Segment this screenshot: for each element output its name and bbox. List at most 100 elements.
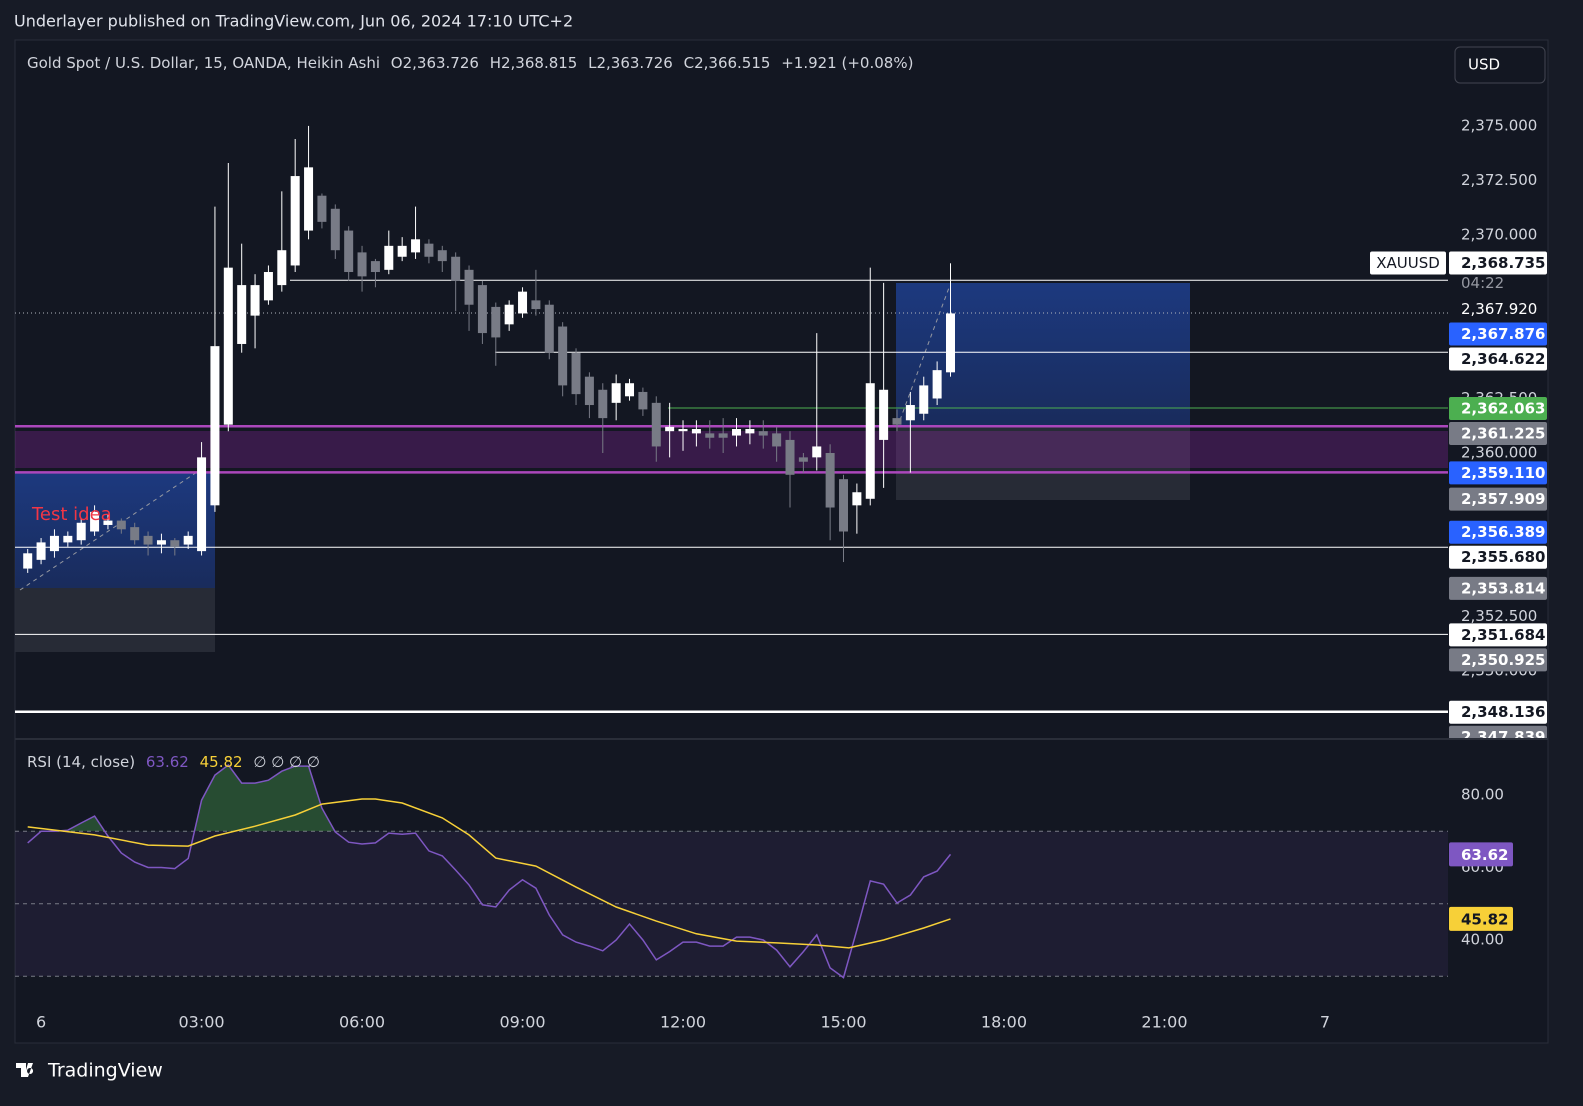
price-label-bg (1449, 700, 1547, 724)
y-tick-label: 2,352.500 (1461, 607, 1537, 625)
candle-body (705, 433, 715, 438)
candle-body (49, 535, 59, 552)
candle-body (825, 452, 835, 508)
candle-body (23, 553, 33, 569)
candle-body (665, 426, 675, 432)
candle-body (290, 176, 300, 266)
price-label: 2,348.136 (1461, 703, 1545, 721)
rsi-value: 63.62 (146, 753, 189, 771)
candle-body (464, 269, 474, 305)
annotation: Test idea (31, 504, 112, 525)
candle-body (625, 383, 635, 397)
rsi-label-bg (1449, 906, 1513, 931)
x-tick-label: 7 (1320, 1013, 1330, 1032)
rsi-label: 45.82 (1461, 910, 1508, 928)
rsi-ma-value: 45.82 (200, 753, 243, 771)
price-label-bg (1449, 545, 1547, 569)
candle-body (183, 535, 193, 545)
price-label-bg (1449, 648, 1547, 672)
candle-body (304, 167, 314, 231)
candle-body (651, 402, 661, 447)
candle-body (691, 429, 701, 434)
candle-body (397, 245, 407, 257)
rsi-line (27, 763, 952, 979)
x-tick-label: 03:00 (179, 1013, 225, 1032)
candle-body (130, 527, 140, 541)
candle-body (36, 542, 46, 560)
price-label: 2,350.925 (1461, 651, 1545, 669)
price-label-bg (1449, 461, 1547, 485)
rsi-extra: ∅ ∅ ∅ ∅ (253, 753, 320, 771)
rsi-legend: RSI (14, close) 63.62 45.82 ∅ ∅ ∅ ∅ (27, 753, 320, 771)
candle-body (518, 291, 528, 314)
long-position-profit (15, 473, 215, 588)
price-label: 2,357.909 (1461, 490, 1545, 508)
candle-body (76, 522, 86, 541)
candle-body (798, 457, 808, 462)
currency-button[interactable] (1454, 46, 1546, 84)
candle-body (544, 304, 554, 353)
price-label: 2,353.814 (1461, 579, 1545, 597)
candle-body (344, 230, 354, 273)
candle-body (156, 540, 166, 545)
long-position-loss (896, 427, 1190, 500)
brand: TradingView (16, 1060, 163, 1082)
price-label: 2,355.680 (1461, 548, 1545, 566)
countdown: 04:22 (1461, 274, 1504, 292)
rsi-label-bg (1449, 842, 1513, 867)
candle-body (865, 383, 875, 499)
price-label: 2,356.389 (1461, 523, 1545, 541)
candle-body (197, 457, 207, 552)
candle-body (718, 433, 728, 438)
price-label: 2,367.876 (1461, 325, 1545, 343)
candle-body (116, 520, 126, 530)
rsi-label: 63.62 (1461, 846, 1508, 864)
candle-body (531, 300, 541, 310)
candle-body (598, 389, 608, 419)
candle-body (451, 256, 461, 281)
candle-body (250, 285, 260, 316)
price-label-bg (1449, 520, 1547, 544)
price-label: 2,368.735 (1461, 254, 1545, 272)
candle-body (892, 418, 902, 425)
price-label-bg (1449, 576, 1547, 600)
price-label-bg (1449, 297, 1547, 321)
candle-body (571, 352, 581, 395)
price-label-bg (1449, 725, 1547, 738)
x-tick-label: 15:00 (820, 1013, 866, 1032)
price-axis: 2,375.0002,372.5002,370.0002,362.5002,36… (1449, 116, 1547, 738)
ohlc-value: C2,366.515 (684, 54, 771, 72)
rsi-title: RSI (14, close) (27, 753, 135, 771)
long-position-profit (896, 283, 1190, 427)
currency-label[interactable]: USD (1468, 56, 1500, 74)
candle-body (638, 391, 648, 410)
candle-body (919, 385, 929, 414)
candle-body (732, 429, 742, 436)
price-label: 2,351.684 (1461, 626, 1545, 644)
candle-body (277, 250, 287, 286)
candle-body (839, 479, 849, 532)
candle-body (905, 405, 915, 421)
candle-body (411, 239, 421, 253)
ohlc-value: O2,363.726 (391, 54, 479, 72)
candle-body (63, 535, 73, 543)
y-tick-label: 2,375.000 (1461, 116, 1537, 134)
price-label-bg (1449, 322, 1547, 346)
candle-body (223, 267, 233, 425)
candle-body (170, 540, 180, 547)
candle-body (317, 195, 327, 222)
candle-body (210, 346, 220, 506)
candle-body (504, 304, 514, 325)
long-position-loss (15, 588, 215, 652)
y-tick-label: 2,360.000 (1461, 443, 1537, 461)
candle-body (143, 535, 153, 545)
rsi-plot (15, 763, 1448, 979)
price-label: 2,361.225 (1461, 425, 1545, 443)
ohlc-value: L2,363.726 (588, 54, 673, 72)
price-label-bg (1449, 487, 1547, 511)
publisher-line: Underlayer published on TradingView.com,… (14, 12, 573, 31)
candle-body (477, 285, 487, 334)
x-tick-label: 09:00 (499, 1013, 545, 1032)
y-tick-label: 2,370.000 (1461, 225, 1537, 243)
